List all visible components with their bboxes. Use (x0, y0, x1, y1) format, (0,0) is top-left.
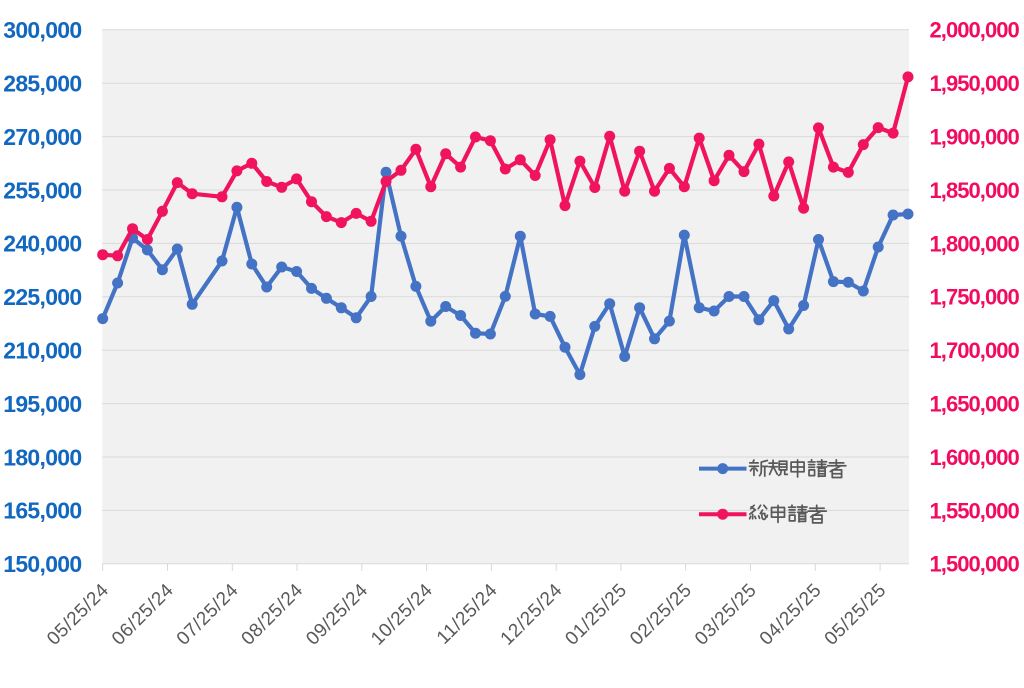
svg-text:2,000,000: 2,000,000 (930, 18, 1020, 43)
svg-text:180,000: 180,000 (3, 444, 81, 470)
svg-text:195,000: 195,000 (3, 391, 81, 417)
svg-text:1,900,000: 1,900,000 (930, 125, 1020, 150)
svg-text:270,000: 270,000 (3, 124, 81, 150)
svg-text:1,650,000: 1,650,000 (930, 392, 1020, 417)
svg-text:1,750,000: 1,750,000 (930, 285, 1020, 310)
svg-text:1,800,000: 1,800,000 (930, 231, 1020, 256)
svg-text:210,000: 210,000 (3, 337, 81, 363)
svg-text:225,000: 225,000 (3, 284, 81, 310)
svg-text:300,000: 300,000 (3, 17, 81, 43)
svg-text:165,000: 165,000 (3, 498, 81, 524)
svg-text:1,550,000: 1,550,000 (930, 498, 1020, 523)
svg-text:1,700,000: 1,700,000 (930, 338, 1020, 363)
svg-text:240,000: 240,000 (3, 231, 81, 257)
svg-text:255,000: 255,000 (3, 177, 81, 203)
svg-text:1,500,000: 1,500,000 (930, 552, 1020, 577)
svg-text:1,600,000: 1,600,000 (930, 445, 1020, 470)
svg-text:1,950,000: 1,950,000 (930, 71, 1020, 96)
svg-text:1,850,000: 1,850,000 (930, 178, 1020, 203)
svg-text:285,000: 285,000 (3, 70, 81, 96)
svg-text:150,000: 150,000 (3, 551, 81, 577)
